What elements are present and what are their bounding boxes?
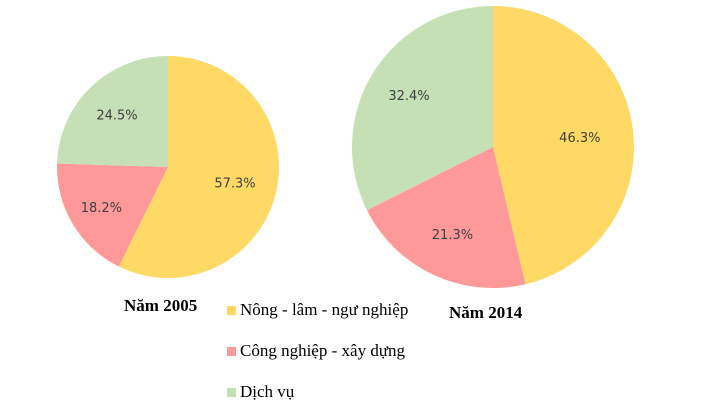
legend-swatch-industry — [227, 346, 236, 356]
legend-label-agriculture: Nông - lâm - ngư nghiệp — [240, 300, 409, 319]
legend-swatch-agriculture — [227, 305, 236, 315]
legend-label-services: Dịch vụ — [240, 382, 295, 401]
legend-label-industry: Công nghiệp - xây dựng — [240, 341, 406, 360]
pie-slice — [493, 6, 634, 285]
legend-swatch-services — [227, 387, 236, 397]
pie-slice — [118, 56, 279, 278]
pie-data-label: 57.3% — [214, 177, 255, 192]
pie-2014: 46.3% 21.3% 32.4% — [352, 6, 634, 288]
pie-data-label: 24.5% — [96, 108, 137, 123]
pie-slice — [57, 163, 168, 267]
pie-title-2005: Năm 2005 — [124, 296, 198, 315]
pie-title-2014: Năm 2014 — [449, 303, 523, 322]
pie-2005: 57.3% 18.2% 24.5% — [57, 56, 279, 278]
pie-data-label: 32.4% — [388, 89, 429, 104]
pie-slice — [57, 56, 168, 167]
pie-data-label: 46.3% — [559, 131, 600, 146]
pie-slice — [352, 6, 493, 211]
pie-data-label: 21.3% — [432, 228, 473, 243]
pie-data-label: 18.2% — [81, 201, 122, 216]
legend-item-agriculture: Nông - lâm - ngư nghiệp — [227, 300, 408, 320]
legend-item-industry: Công nghiệp - xây dựng — [227, 341, 405, 361]
legend-item-services: Dịch vụ — [227, 382, 294, 402]
pie-slice — [366, 147, 526, 288]
